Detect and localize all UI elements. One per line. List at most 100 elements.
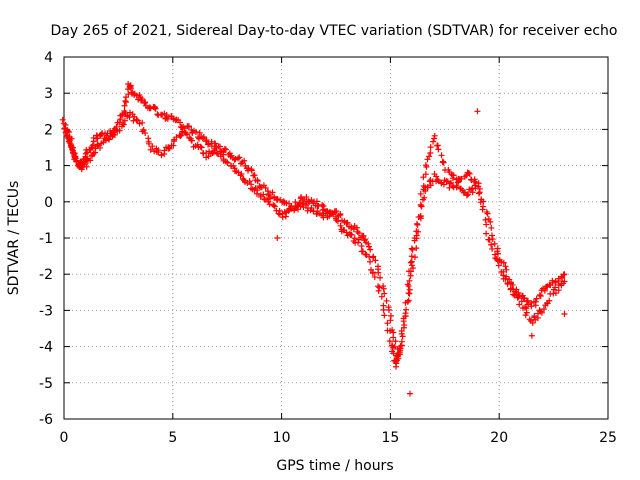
data-point-track-b-mark (434, 176, 441, 183)
data-point-track-b (482, 216, 489, 223)
data-point-outlier-mark (474, 108, 481, 115)
data-point-track-b-mark (67, 141, 74, 148)
data-point-track-b (515, 293, 522, 300)
data-point-track-a (523, 298, 530, 305)
data-point-track-b-mark (483, 221, 490, 228)
data-point-track-b-mark (254, 187, 261, 194)
data-point-track-b-mark (508, 285, 515, 292)
data-point-track-a-mark (561, 271, 568, 278)
data-point-track-b-mark (440, 181, 447, 188)
data-point-track-b-mark (408, 262, 415, 269)
data-point-track-b (319, 201, 326, 208)
data-point-track-b-mark (483, 230, 490, 237)
x-tick-label: 20 (490, 430, 508, 446)
data-point-track-b-mark (337, 222, 344, 229)
data-point-track-a (406, 277, 413, 284)
data-point-track-b-mark (296, 199, 303, 206)
data-point-track-a-mark (476, 189, 483, 196)
data-point-track-b (393, 352, 400, 359)
data-point-track-b-mark (133, 117, 140, 124)
data-point-track-b (552, 284, 559, 291)
data-point-track-a-mark (523, 298, 530, 305)
data-point-track-b-mark (453, 184, 460, 191)
data-point-track-a (362, 236, 369, 243)
data-point-track-a-mark (164, 115, 171, 122)
data-point-track-a-mark (365, 243, 372, 250)
data-point-track-a-mark (308, 204, 315, 211)
data-point-track-a (440, 159, 447, 166)
data-point-track-a (484, 210, 491, 217)
data-point-track-a-mark (528, 303, 535, 310)
data-point-track-a (536, 291, 543, 298)
data-point-track-b (298, 193, 305, 200)
data-point-track-a (212, 140, 219, 147)
data-point-track-b-mark (66, 137, 73, 144)
data-point-track-a (203, 137, 210, 144)
data-point-track-b-mark (413, 245, 420, 252)
data-point-track-a (264, 188, 271, 195)
data-point-track-a-mark (406, 277, 413, 284)
data-point-track-a-mark (344, 219, 351, 226)
data-point-track-a (377, 274, 384, 281)
data-point-track-b (142, 130, 149, 137)
data-point-outlier (406, 390, 413, 397)
data-point-track-b-mark (182, 130, 189, 137)
data-point-track-a-mark (509, 281, 516, 288)
data-point-track-a (116, 119, 123, 126)
data-point-track-a (422, 171, 429, 178)
x-tick-label: 15 (381, 430, 399, 446)
data-point-track-a-mark (484, 210, 491, 217)
data-point-track-b (67, 141, 74, 148)
data-point-track-a-mark (435, 146, 442, 153)
data-point-track-b-mark (83, 163, 90, 170)
data-point-track-b-mark (149, 143, 156, 150)
data-point-track-b (235, 169, 242, 176)
data-point-track-a (385, 307, 392, 314)
y-tick-label: -6 (39, 412, 53, 428)
data-point-track-a-mark (127, 85, 134, 92)
data-point-track-b-mark (465, 169, 472, 176)
data-point-track-b-mark (427, 182, 434, 189)
data-point-track-a (216, 143, 223, 150)
x-tick-label: 5 (168, 430, 177, 446)
y-tick-label: -5 (39, 376, 53, 392)
data-point-track-a (426, 153, 433, 160)
data-point-track-b (403, 306, 410, 313)
data-point-track-a-mark (205, 140, 212, 147)
data-point-track-a-mark (424, 156, 431, 163)
data-point-track-b (198, 144, 205, 151)
data-point-track-a (348, 223, 355, 230)
data-point-track-b-mark (458, 175, 465, 182)
data-point-track-b (421, 194, 428, 201)
data-point-track-b (343, 229, 350, 236)
y-tick-label: -2 (39, 267, 53, 283)
data-point-track-b-mark (417, 213, 424, 220)
y-tick-label: 3 (44, 86, 53, 102)
data-point-track-b (270, 202, 277, 209)
data-point-track-a-mark (360, 232, 367, 239)
data-point-track-a (454, 179, 461, 186)
data-point-track-a (269, 189, 276, 196)
data-point-track-b-mark (398, 342, 405, 349)
data-point-track-a (89, 142, 96, 149)
data-point-track-a-mark (185, 123, 192, 130)
data-point-track-a-mark (405, 290, 412, 297)
data-point-track-a-mark (200, 134, 207, 141)
data-point-track-b (294, 203, 301, 210)
data-point-track-a (537, 292, 544, 299)
data-point-track-a (372, 257, 379, 264)
data-point-track-a (353, 224, 360, 231)
data-point-track-b-mark (292, 199, 299, 206)
data-point-track-a-mark (248, 167, 255, 174)
data-point-track-b-mark (405, 297, 412, 304)
data-point-track-a-mark (203, 137, 210, 144)
data-point-track-a (423, 163, 430, 170)
data-point-track-a (461, 189, 468, 196)
data-point-track-b (66, 137, 73, 144)
data-point-track-b-mark (260, 191, 267, 198)
data-point-track-b (355, 236, 362, 243)
data-point-track-b (410, 265, 417, 272)
data-point-track-b-mark (411, 254, 418, 261)
data-point-track-b (375, 287, 382, 294)
data-point-track-b-mark (139, 119, 146, 126)
